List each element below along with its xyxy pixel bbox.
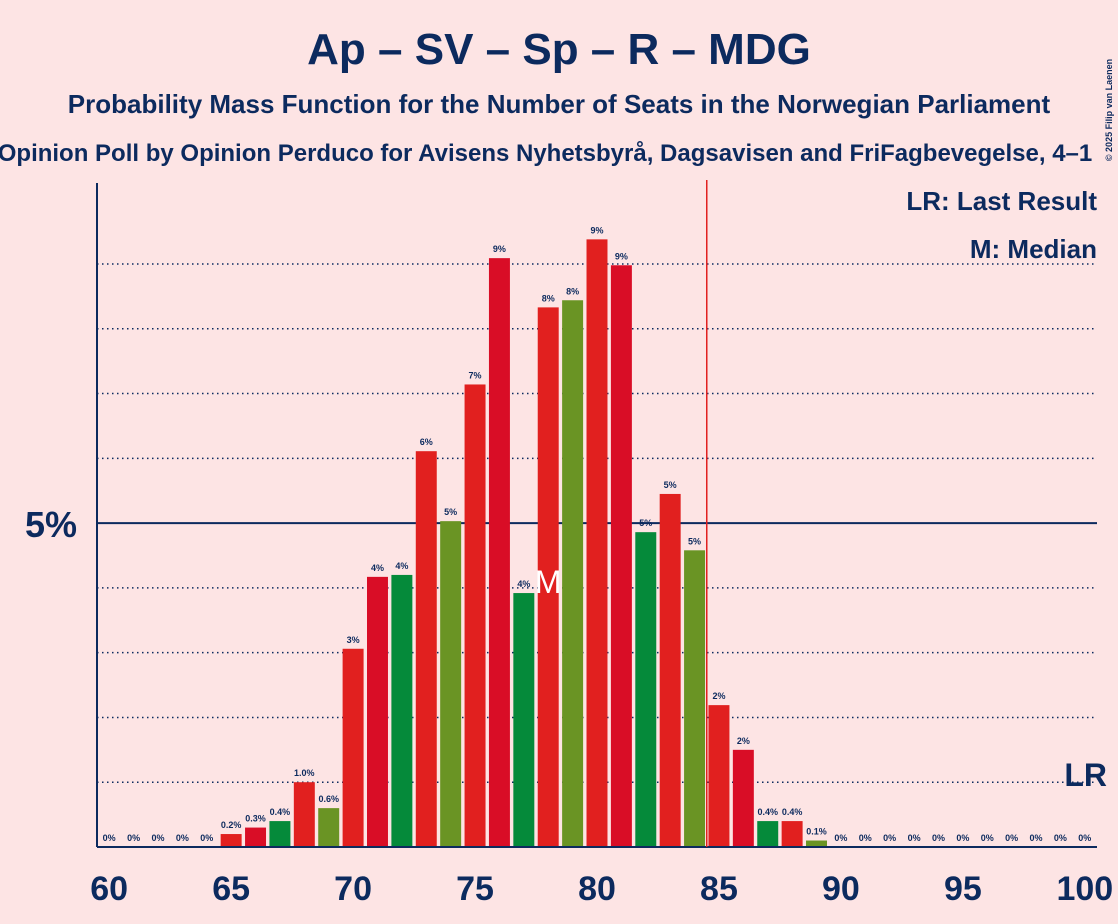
data-label: 0.1% bbox=[806, 827, 827, 837]
bar bbox=[586, 239, 608, 848]
data-label: 0.3% bbox=[245, 814, 266, 824]
bar bbox=[391, 574, 413, 847]
data-label: 0% bbox=[200, 833, 213, 843]
y-tick-label: 5% bbox=[25, 504, 77, 545]
data-label: 0% bbox=[151, 833, 164, 843]
data-label: 2% bbox=[712, 691, 725, 701]
data-label: 4% bbox=[395, 561, 408, 571]
data-label: 9% bbox=[493, 244, 506, 254]
bar bbox=[318, 808, 340, 847]
data-label: 0% bbox=[859, 833, 872, 843]
bar bbox=[367, 576, 388, 847]
data-label: 0.4% bbox=[757, 807, 778, 817]
data-label: 8% bbox=[566, 286, 579, 296]
data-label: 0% bbox=[956, 833, 969, 843]
bar bbox=[440, 521, 462, 847]
data-label: 5% bbox=[688, 536, 701, 546]
data-label: 1.0% bbox=[294, 768, 315, 778]
data-label: 0.6% bbox=[318, 794, 339, 804]
data-label: 9% bbox=[590, 225, 603, 235]
x-tick-label: 65 bbox=[212, 870, 250, 908]
data-label: 0% bbox=[1054, 833, 1067, 843]
copyright: © 2025 Filip van Laenen bbox=[1104, 59, 1114, 161]
data-label: 2% bbox=[737, 736, 750, 746]
bar bbox=[635, 532, 657, 847]
data-label: 0% bbox=[1005, 833, 1018, 843]
x-tick-label: 95 bbox=[944, 870, 982, 908]
bar bbox=[732, 749, 754, 847]
data-label: 0% bbox=[981, 833, 994, 843]
x-tick-label: 80 bbox=[578, 870, 616, 908]
data-label: 0.4% bbox=[270, 807, 291, 817]
data-label: 0.4% bbox=[782, 807, 803, 817]
chart-caption: Opinion Poll by Opinion Perduco for Avis… bbox=[0, 140, 1092, 167]
bar bbox=[269, 821, 291, 847]
data-label: 0% bbox=[1078, 833, 1091, 843]
x-tick-label: 90 bbox=[822, 870, 860, 908]
bar bbox=[293, 782, 315, 847]
data-label: 5% bbox=[639, 518, 652, 528]
bar bbox=[245, 827, 267, 847]
legend-entry: M: Median bbox=[970, 234, 1097, 264]
bar bbox=[537, 307, 559, 847]
data-label: 4% bbox=[371, 563, 384, 573]
data-label: 5% bbox=[444, 507, 457, 517]
bar bbox=[757, 821, 779, 847]
bar bbox=[220, 834, 242, 847]
x-tick-label: 100 bbox=[1056, 870, 1113, 908]
data-label: 0% bbox=[176, 833, 189, 843]
data-label: 6% bbox=[420, 437, 433, 447]
bar bbox=[488, 258, 510, 847]
data-label: 0% bbox=[908, 833, 921, 843]
bar bbox=[415, 451, 437, 847]
bar bbox=[708, 705, 730, 847]
data-label: 0% bbox=[834, 833, 847, 843]
chart-title: Ap – SV – Sp – R – MDG bbox=[307, 25, 811, 74]
bar bbox=[464, 384, 486, 847]
legend-entry: LR: Last Result bbox=[906, 186, 1097, 216]
x-tick-label: 70 bbox=[334, 870, 372, 908]
x-tick-label: 85 bbox=[700, 870, 738, 908]
bar bbox=[562, 300, 584, 847]
data-label: 0% bbox=[883, 833, 896, 843]
bar bbox=[684, 550, 706, 847]
data-label: 3% bbox=[347, 635, 360, 645]
bar bbox=[610, 265, 632, 847]
bar bbox=[659, 493, 681, 847]
data-label: 0% bbox=[127, 833, 140, 843]
last-result-label: LR bbox=[1064, 757, 1107, 793]
data-label: 7% bbox=[469, 370, 482, 380]
bar bbox=[781, 821, 803, 847]
bar bbox=[806, 840, 827, 847]
median-label: M bbox=[535, 564, 562, 600]
x-tick-label: 75 bbox=[456, 870, 494, 908]
data-label: 0% bbox=[103, 833, 116, 843]
data-label: 9% bbox=[615, 251, 628, 261]
data-label: 4% bbox=[517, 579, 530, 589]
bar bbox=[513, 593, 535, 847]
data-label: 0% bbox=[1030, 833, 1043, 843]
x-tick-label: 60 bbox=[90, 870, 128, 908]
data-label: 0.2% bbox=[221, 820, 242, 830]
data-label: 5% bbox=[664, 480, 677, 490]
chart-subtitle: Probability Mass Function for the Number… bbox=[68, 89, 1051, 119]
data-label: 8% bbox=[542, 293, 555, 303]
data-label: 0% bbox=[932, 833, 945, 843]
bar bbox=[342, 648, 364, 847]
